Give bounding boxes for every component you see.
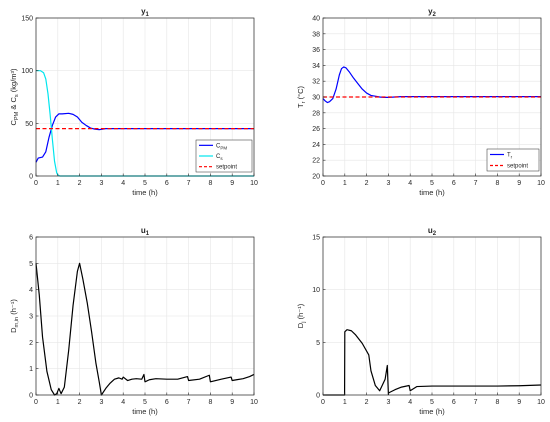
- x-tick-label: 6: [452, 399, 456, 406]
- series-line-t-r: [322, 66, 541, 104]
- series-line-1: [323, 329, 542, 396]
- y-tick-label: 6: [29, 235, 33, 242]
- x-tick-label: 2: [365, 399, 369, 406]
- x-tick-label: 6: [165, 180, 169, 187]
- x-tick-label: 7: [474, 180, 478, 187]
- y-tick-label: 26: [312, 126, 320, 133]
- x-tick-label: 2: [78, 180, 82, 187]
- x-tick-label: 8: [495, 180, 499, 187]
- x-tick-label: 6: [165, 399, 169, 406]
- legend-label: setpoint: [507, 164, 528, 170]
- y-tick-label: 100: [21, 68, 33, 75]
- x-tick-label: 5: [430, 180, 434, 187]
- x-tick-label: 10: [537, 180, 545, 187]
- chart-title: u2: [428, 226, 437, 237]
- y-axis-label: Dj (h⁻¹): [296, 303, 307, 328]
- chart-panel-3: 0 1 2 3 4 5 6 7 8 9 10 0 1 2 3 4 5 6 u1 time (h) Dm,in (h⁻¹): [9, 226, 258, 416]
- x-tick-label: 7: [187, 399, 191, 406]
- x-tick-label: 9: [230, 399, 234, 406]
- chart-panel-4: 0 1 2 3 4 5 6 7 8 9 10 0 5 10 15 u2 time (h) Dj (h⁻¹): [296, 226, 545, 416]
- y-tick-label: 5: [316, 340, 320, 347]
- x-tick-label: 4: [121, 399, 125, 406]
- x-tick-label: 5: [143, 399, 147, 406]
- y-axis-label: CPM & Cs (kg/m³): [9, 68, 20, 126]
- x-axis-label: time (h): [132, 188, 158, 197]
- x-tick-label: 3: [99, 399, 103, 406]
- x-tick-label: 1: [56, 180, 60, 187]
- x-tick-label: 9: [230, 180, 234, 187]
- x-tick-label: 1: [343, 180, 347, 187]
- x-tick-label: 1: [343, 399, 347, 406]
- x-tick-label: 8: [495, 399, 499, 406]
- legend-label: setpoint: [216, 165, 237, 171]
- x-tick-label: 9: [517, 180, 521, 187]
- chart-title: y2: [428, 7, 436, 18]
- legend-label: CPM: [216, 143, 227, 150]
- y-axis-label: Tr (°C): [296, 86, 307, 108]
- x-tick-label: 5: [143, 180, 147, 187]
- y-tick-label: 4: [29, 287, 33, 294]
- y-tick-label: 34: [312, 63, 320, 70]
- y-tick-label: 38: [312, 31, 320, 38]
- y-tick-label: 22: [312, 158, 320, 165]
- y-tick-label: 36: [312, 47, 320, 54]
- y-tick-label: 10: [312, 287, 320, 294]
- y-tick-label: 32: [312, 79, 320, 86]
- x-axis-label: time (h): [132, 407, 158, 416]
- legend-label: Cs: [216, 154, 223, 161]
- y-tick-label: 20: [312, 174, 320, 181]
- y-tick-label: 24: [312, 142, 320, 149]
- x-tick-label: 1: [56, 399, 60, 406]
- chart-title: u1: [141, 226, 150, 237]
- x-tick-label: 2: [78, 399, 82, 406]
- x-tick-label: 0: [34, 180, 38, 187]
- y-tick-label: 5: [29, 261, 33, 268]
- x-tick-label: 3: [99, 180, 103, 187]
- x-tick-label: 0: [34, 399, 38, 406]
- legend: Tr setpoint: [486, 148, 540, 172]
- x-tick-label: 5: [430, 399, 434, 406]
- x-tick-label: 6: [452, 180, 456, 187]
- y-tick-label: 28: [312, 110, 320, 117]
- y-tick-label: 40: [312, 16, 320, 23]
- x-tick-label: 7: [187, 180, 191, 187]
- x-axis-label: time (h): [419, 188, 445, 197]
- x-tick-label: 10: [250, 180, 258, 187]
- y-tick-label: 2: [29, 340, 33, 347]
- x-tick-label: 4: [408, 399, 412, 406]
- x-tick-label: 4: [121, 180, 125, 187]
- x-tick-label: 2: [365, 180, 369, 187]
- y-tick-label: 30: [312, 95, 320, 102]
- x-tick-label: 4: [408, 180, 412, 187]
- x-tick-label: 0: [321, 180, 325, 187]
- y-tick-label: 50: [25, 121, 33, 128]
- x-tick-label: 10: [250, 399, 258, 406]
- x-tick-label: 8: [208, 180, 212, 187]
- x-axis-label: time (h): [419, 407, 445, 416]
- x-tick-label: 0: [321, 399, 325, 406]
- x-tick-label: 8: [208, 399, 212, 406]
- series-line-1: [35, 262, 255, 396]
- y-axis-label: Dm,in (h⁻¹): [9, 299, 20, 333]
- x-tick-label: 7: [474, 399, 478, 406]
- y-tick-label: 150: [21, 16, 33, 23]
- chart-panel-2: 0 1 2 3 4 5 6 7 8 9 102022242628303234363840y2time…: [296, 7, 545, 197]
- legend: CPM Cs setpoint: [195, 139, 253, 173]
- y-tick-label: 1: [29, 366, 33, 373]
- y-tick-label: 0: [316, 393, 320, 400]
- chart-title: y1: [141, 7, 149, 18]
- legend-label: Tr: [507, 153, 513, 160]
- y-tick-label: 0: [29, 393, 33, 400]
- y-tick-label: 0: [29, 174, 33, 181]
- x-tick-label: 9: [517, 399, 521, 406]
- y-tick-label: 15: [312, 235, 320, 242]
- x-tick-label: 3: [386, 180, 390, 187]
- x-tick-label: 10: [537, 399, 545, 406]
- y-tick-label: 3: [29, 314, 33, 321]
- x-tick-label: 3: [386, 399, 390, 406]
